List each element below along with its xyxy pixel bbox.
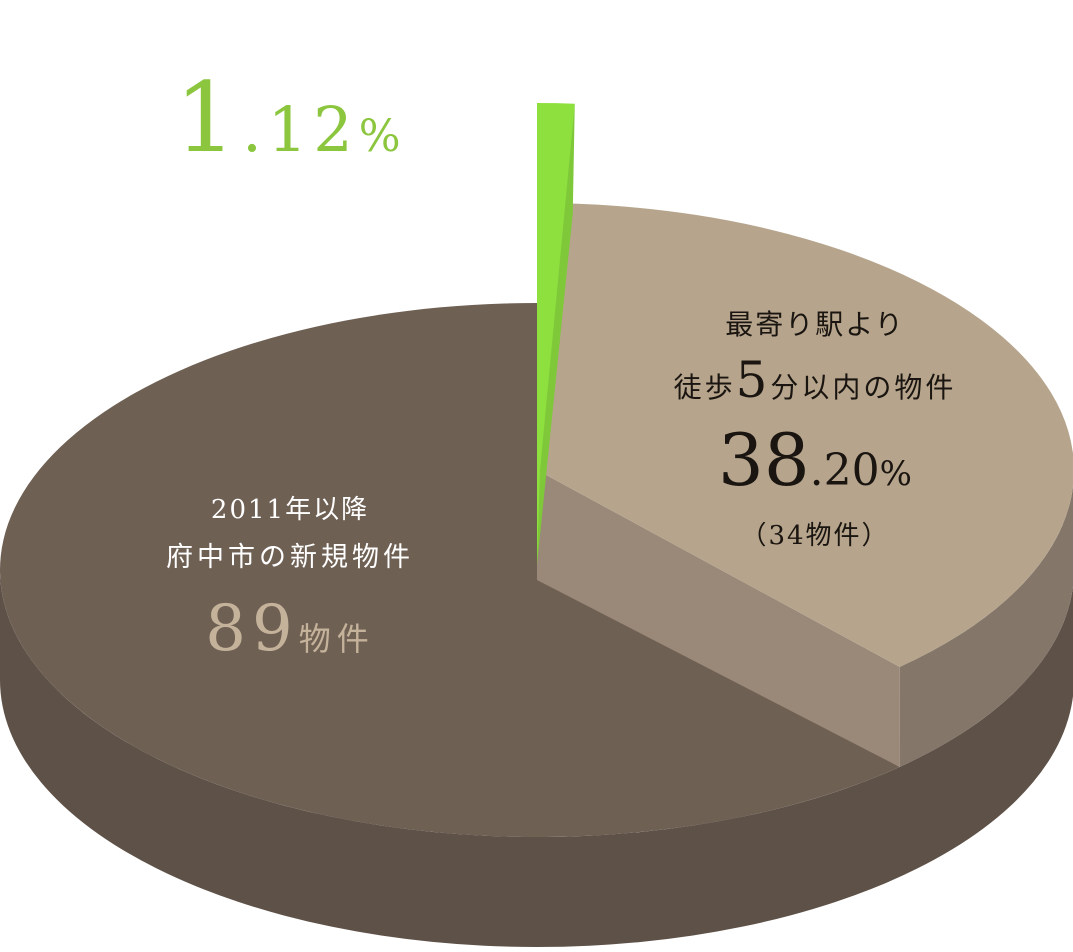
brown-slice-side <box>0 570 1073 947</box>
tan-label-line1: 最寄り駅より <box>725 308 905 341</box>
tan-slice-side <box>899 485 1073 767</box>
tan-slice-percent: 38.20% <box>718 418 912 502</box>
tan-slice-count: （34物件） <box>740 521 890 551</box>
green-slice-percent: 1.12% <box>175 62 407 174</box>
green-slice-top <box>537 103 575 560</box>
brown-slice-top <box>0 303 900 837</box>
brown-label-line1: 2011年以降 <box>210 495 370 525</box>
tan-slice-top <box>537 203 1073 667</box>
tan-label-line2: 徒歩5分以内の物件 <box>673 351 957 409</box>
brown-slice-count: 89物件 <box>205 592 375 666</box>
tan-slice-label: 最寄り駅より 徒歩5分以内の物件 38.20% （34物件） <box>650 300 980 556</box>
green-slice-side <box>537 103 575 566</box>
brown-slice-label: 2011年以降 府中市の新規物件 89物件 <box>140 488 440 684</box>
tan-slice-cut-face <box>537 470 900 767</box>
brown-label-line2: 府中市の新規物件 <box>166 542 414 573</box>
